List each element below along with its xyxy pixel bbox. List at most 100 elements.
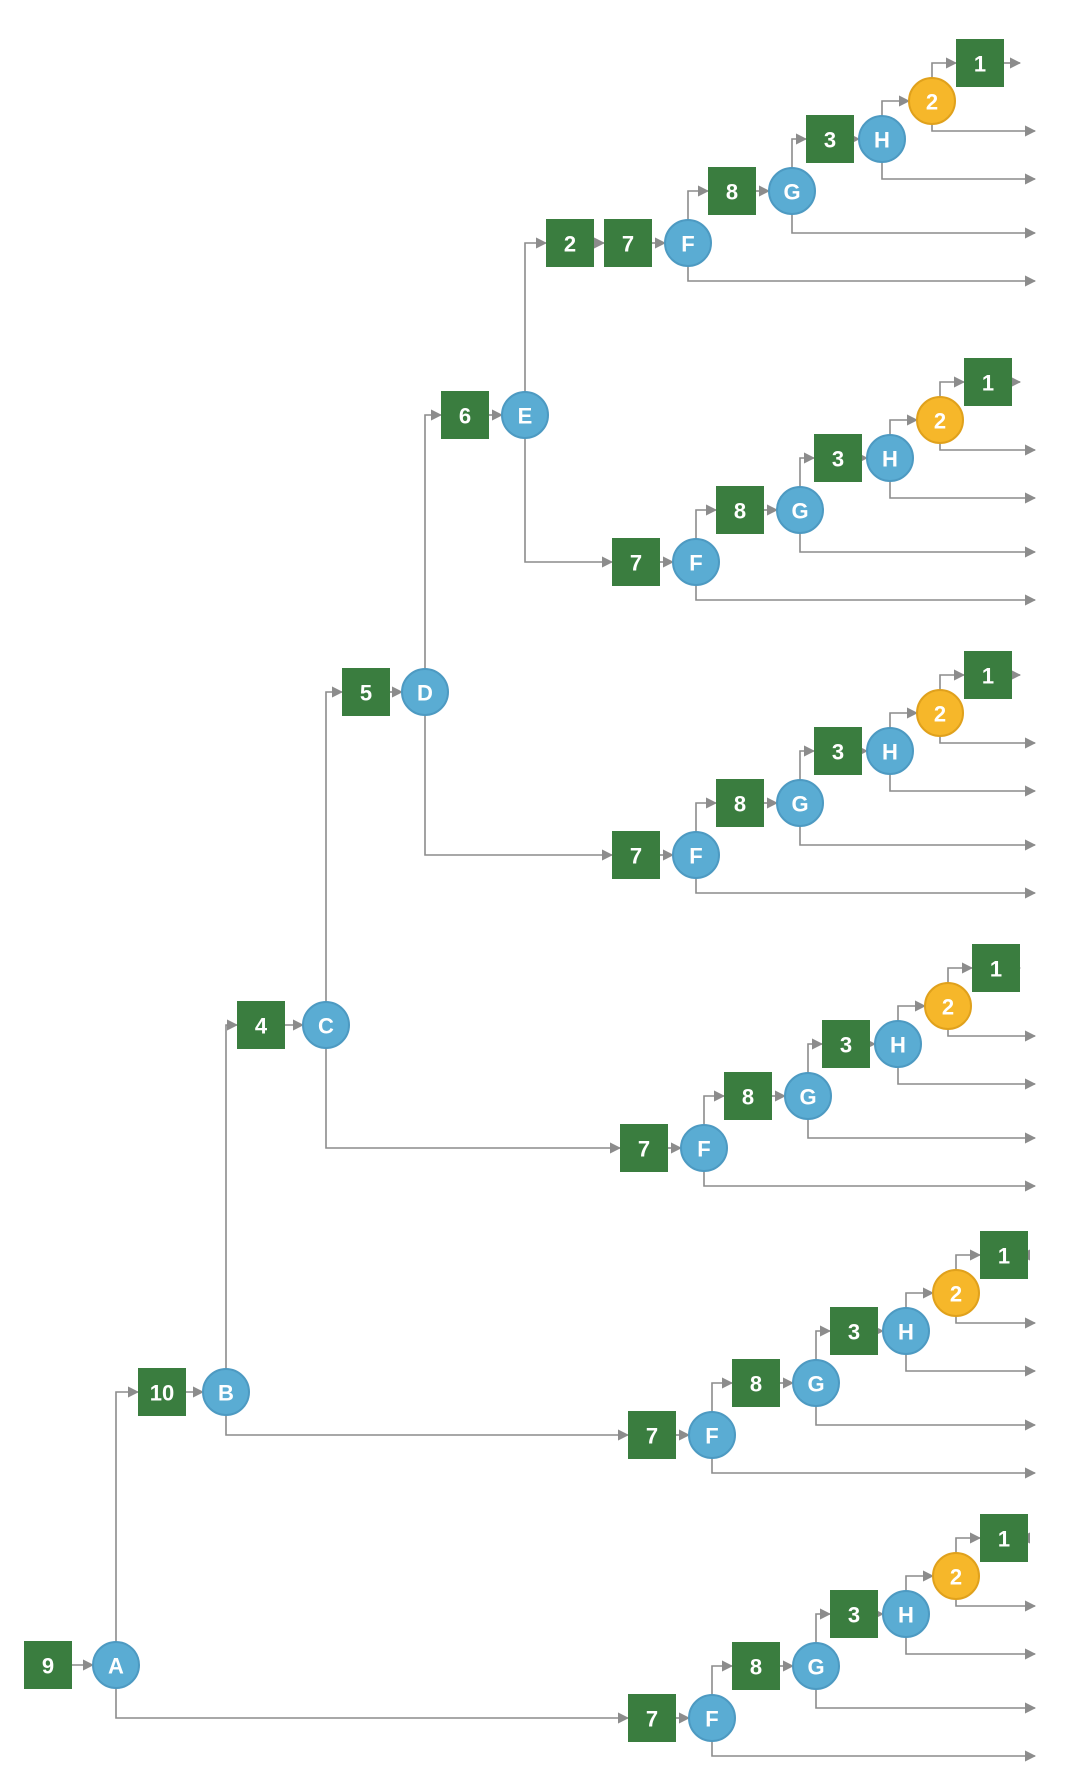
edge-f-to-g-label xyxy=(695,504,718,539)
circle-shape xyxy=(792,1359,840,1407)
circle-label: 2 xyxy=(950,1565,962,1590)
circle-label: F xyxy=(681,232,694,257)
edge-g-exit xyxy=(807,1119,1037,1144)
decision-node-h: H xyxy=(866,727,914,775)
decision-node-g: G xyxy=(768,167,816,215)
edge-orange-to-end xyxy=(939,669,966,690)
circle-shape xyxy=(202,1368,250,1416)
square-box xyxy=(732,1642,780,1690)
square-box xyxy=(620,1124,668,1172)
edge-g-to-h-label xyxy=(815,1608,832,1643)
value-label-e-upper-1: 7 xyxy=(604,219,652,267)
square-box xyxy=(237,1001,285,1049)
square-label: 7 xyxy=(630,844,642,869)
edge-h-to-orange xyxy=(889,414,919,435)
circle-shape xyxy=(858,115,906,163)
square-box xyxy=(814,727,862,775)
value-label-g: 8 xyxy=(724,1072,772,1120)
edge-g-to-h-label xyxy=(807,1038,824,1073)
edge-orange-exit xyxy=(939,736,1037,749)
value-label-g: 8 xyxy=(708,167,756,215)
edge-e-upper xyxy=(524,237,548,392)
circle-shape xyxy=(768,167,816,215)
circle-label: G xyxy=(783,180,800,205)
circle-shape xyxy=(501,391,549,439)
circle-label: F xyxy=(705,1707,718,1732)
circle-label: C xyxy=(318,1014,334,1039)
square-label: 3 xyxy=(824,128,836,153)
circle-label: H xyxy=(898,1603,914,1628)
value-label-end: 1 xyxy=(980,1231,1028,1279)
circle-shape xyxy=(882,1590,930,1638)
decision-node-d: D xyxy=(401,668,449,716)
value-label-end: 1 xyxy=(956,39,1004,87)
root-node-a: A xyxy=(92,1641,140,1689)
circle-shape xyxy=(401,668,449,716)
square-label: 5 xyxy=(360,681,372,706)
square-box xyxy=(441,391,489,439)
value-label-e-lower: 7 xyxy=(612,538,660,586)
square-box xyxy=(612,538,660,586)
circle-shape xyxy=(866,434,914,482)
circle-label: H xyxy=(874,128,890,153)
value-label-end: 1 xyxy=(972,944,1020,992)
square-box xyxy=(612,831,660,879)
square-box xyxy=(628,1694,676,1742)
circle-label: 2 xyxy=(926,90,938,115)
decision-node-f: F xyxy=(664,219,712,267)
value-label-e: 6 xyxy=(441,391,489,439)
edge-h-exit xyxy=(897,1067,1037,1090)
square-box xyxy=(708,167,756,215)
edge-h-exit xyxy=(889,774,1037,797)
square-box xyxy=(980,1514,1028,1562)
edge-h-to-orange xyxy=(881,95,911,116)
edge-g-exit xyxy=(799,533,1037,558)
edge-orange-to-end xyxy=(955,1249,982,1270)
circle-shape xyxy=(784,1072,832,1120)
edge-orange-exit xyxy=(931,124,1037,137)
edge-d-lower xyxy=(424,715,614,861)
edge-h-exit xyxy=(881,162,1037,185)
square-box xyxy=(546,219,594,267)
decision-node-e: E xyxy=(501,391,549,439)
edge-orange-to-end xyxy=(939,376,966,397)
square-box xyxy=(964,358,1012,406)
circle-label: 2 xyxy=(950,1282,962,1307)
circle-shape xyxy=(92,1641,140,1689)
edge-orange-exit xyxy=(939,443,1037,456)
edge-orange-exit xyxy=(955,1316,1037,1329)
decision-node-c: C xyxy=(302,1001,350,1049)
value-label-c-lower: 7 xyxy=(620,1124,668,1172)
decision-node-h: H xyxy=(882,1590,930,1638)
edge-g-exit xyxy=(815,1689,1037,1714)
chance-node-orange: 2 xyxy=(932,1269,980,1317)
circle-shape xyxy=(776,779,824,827)
circle-label: G xyxy=(799,1085,816,1110)
circle-label: H xyxy=(890,1033,906,1058)
edge-f-exit xyxy=(687,266,1037,287)
square-label: 3 xyxy=(848,1603,860,1628)
chance-node-orange: 2 xyxy=(908,77,956,125)
edge-c-lower xyxy=(325,1048,622,1154)
circle-label: 2 xyxy=(934,702,946,727)
circle-shape xyxy=(776,486,824,534)
square-label: 7 xyxy=(630,551,642,576)
value-label-d-lower: 7 xyxy=(612,831,660,879)
value-label-h: 3 xyxy=(814,434,862,482)
square-box xyxy=(24,1641,72,1689)
edge-orange-to-end xyxy=(947,962,974,983)
edge-h-to-orange xyxy=(897,1000,927,1021)
square-label: 4 xyxy=(255,1014,268,1039)
chance-node-orange: 2 xyxy=(924,982,972,1030)
circle-label: 2 xyxy=(942,995,954,1020)
edge-b-lower xyxy=(225,1415,630,1441)
circle-label: E xyxy=(518,404,533,429)
value-label-end: 1 xyxy=(980,1514,1028,1562)
edge-orange-exit xyxy=(947,1029,1037,1042)
edge-h-exit xyxy=(905,1637,1037,1660)
circle-shape xyxy=(916,689,964,737)
edge-f-exit xyxy=(695,878,1037,899)
value-label-h: 3 xyxy=(830,1590,878,1638)
square-box xyxy=(724,1072,772,1120)
